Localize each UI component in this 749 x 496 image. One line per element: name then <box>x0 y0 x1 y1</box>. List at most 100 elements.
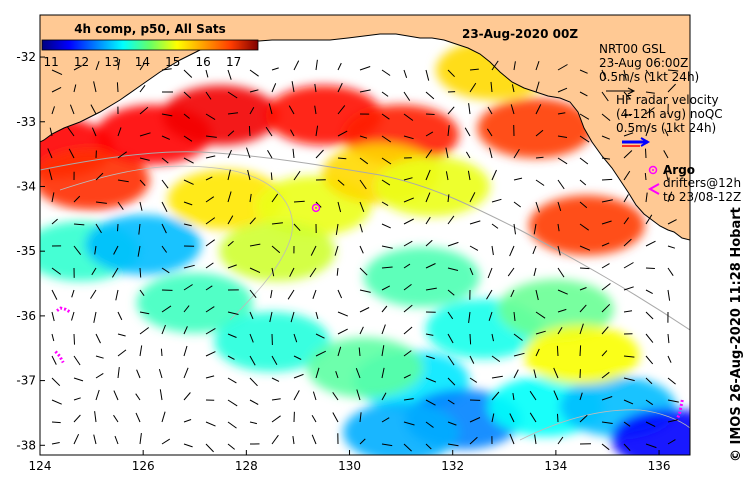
current-vector <box>645 214 653 225</box>
current-vector <box>337 328 348 335</box>
current-vector <box>513 223 516 235</box>
current-vector <box>579 157 589 165</box>
current-vector <box>553 390 559 401</box>
current-vector <box>205 135 217 138</box>
x-tick-label: 132 <box>441 459 464 473</box>
current-vector <box>667 289 671 301</box>
current-vector <box>425 399 436 406</box>
current-vector <box>91 127 97 137</box>
current-vector <box>271 434 279 445</box>
current-vector <box>601 443 610 451</box>
current-vector <box>381 443 393 447</box>
current-vector <box>205 327 216 335</box>
current-vector <box>358 347 361 357</box>
current-vector <box>337 130 348 137</box>
current-vector <box>139 289 145 296</box>
current-vector <box>579 223 589 231</box>
current-vector <box>623 262 634 269</box>
legend-drifter-line2: to 23/08-12Z <box>663 190 741 204</box>
current-vector <box>491 355 501 363</box>
current-vector <box>73 245 82 256</box>
colorbar-tick-label: 11 <box>43 55 58 69</box>
legend-gsl-line1: NRT00 GSL <box>599 42 666 56</box>
current-vector <box>359 267 368 276</box>
current-vector <box>205 176 213 181</box>
current-vector <box>511 84 515 93</box>
x-tick-label: 136 <box>648 459 671 473</box>
current-vector <box>48 169 53 181</box>
current-vector <box>271 245 281 254</box>
current-vector <box>227 311 239 315</box>
current-vector <box>51 333 55 342</box>
current-vector <box>469 192 476 203</box>
current-vector <box>663 150 669 159</box>
current-vector <box>381 367 385 379</box>
current-vector <box>667 245 676 249</box>
sst-patch <box>363 247 480 308</box>
current-vector <box>337 201 342 213</box>
current-vector <box>73 355 81 366</box>
current-vector <box>312 391 317 401</box>
current-vector <box>579 392 583 401</box>
current-vector <box>161 305 172 313</box>
current-vector <box>445 171 449 181</box>
current-vector <box>290 129 295 137</box>
current-vector <box>205 306 215 313</box>
current-vector <box>601 69 607 80</box>
current-vector <box>447 399 455 405</box>
current-vector <box>315 59 318 71</box>
current-vector <box>667 191 673 203</box>
argo-float <box>311 203 321 213</box>
current-vector <box>469 245 479 251</box>
legend-hf-line1: HF radar velocity <box>616 93 719 107</box>
current-vector <box>667 399 679 403</box>
y-axis: -32 -33 -34 -35 -36 -37 -38 <box>16 50 45 452</box>
current-vector <box>271 398 281 401</box>
current-vector <box>51 311 55 322</box>
current-vector <box>315 311 319 320</box>
current-vector <box>645 377 653 385</box>
current-vector <box>95 61 100 71</box>
current-vector <box>271 267 275 277</box>
current-vector <box>601 396 613 401</box>
current-vector <box>381 113 390 120</box>
current-vector <box>557 201 562 212</box>
current-vector <box>359 179 367 190</box>
current-vector <box>425 216 431 225</box>
current-vector <box>425 287 437 291</box>
current-vector <box>623 150 633 159</box>
current-vector <box>467 170 471 181</box>
current-vector <box>425 91 435 100</box>
current-vector <box>227 112 239 115</box>
current-vector <box>265 126 273 137</box>
current-vector <box>623 217 630 225</box>
current-vector <box>293 170 301 181</box>
current-vector <box>292 148 295 159</box>
current-vector <box>95 201 107 204</box>
current-vector <box>601 242 610 247</box>
current-vector <box>381 305 388 313</box>
current-vector <box>249 355 256 366</box>
current-vector <box>95 355 104 359</box>
current-vector <box>113 414 119 423</box>
legend-argo-label: Argo <box>663 163 695 177</box>
current-vector <box>271 222 283 225</box>
current-vector <box>183 326 188 335</box>
current-vector <box>249 267 261 274</box>
current-vector <box>487 106 493 115</box>
current-vector <box>205 91 212 100</box>
current-vector <box>535 289 539 301</box>
legend-hf-line2: (4-12h avg) noQC <box>616 107 723 121</box>
current-vector <box>359 223 363 233</box>
current-vector <box>557 135 568 138</box>
current-vector <box>465 151 471 159</box>
current-vector <box>270 289 273 299</box>
current-vector <box>334 245 339 256</box>
current-vector <box>227 69 232 80</box>
argo-float-center <box>314 206 317 209</box>
current-vector <box>359 326 364 335</box>
current-vector <box>293 390 300 401</box>
x-tick-label: 124 <box>29 459 52 473</box>
current-vector <box>579 304 587 313</box>
current-vector <box>336 267 339 276</box>
